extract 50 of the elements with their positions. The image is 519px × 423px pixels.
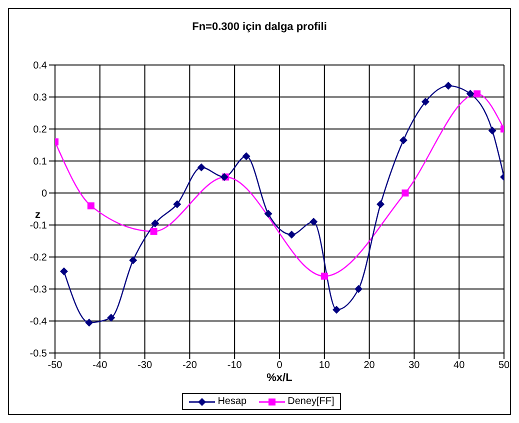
- y-tick-label: -0.4: [30, 316, 48, 328]
- point: [288, 230, 296, 239]
- x-tick-label: 0: [276, 360, 283, 372]
- point: [402, 190, 409, 196]
- x-tick-label: -20: [182, 360, 198, 372]
- x-tick-label: -50: [48, 360, 63, 372]
- point: [85, 318, 94, 327]
- x-tick-label: 30: [408, 360, 420, 372]
- point: [421, 98, 430, 106]
- point: [60, 267, 68, 276]
- x-tick-label: 20: [364, 360, 376, 372]
- point: [399, 136, 408, 144]
- x-tick-label: 50: [498, 360, 510, 372]
- point: [488, 126, 496, 135]
- x-tick-label: 10: [318, 360, 330, 372]
- point: [466, 90, 474, 98]
- point: [150, 228, 158, 235]
- y-axis-title: z: [35, 209, 40, 221]
- point: [242, 152, 250, 160]
- point: [173, 200, 182, 208]
- y-tick-label: 0.3: [33, 92, 48, 104]
- point: [264, 210, 272, 218]
- y-tick-label: -0.3: [30, 284, 48, 296]
- legend-label: Deney[FF]: [286, 396, 334, 407]
- point: [151, 219, 160, 228]
- x-tick-label: 40: [454, 360, 466, 372]
- point: [444, 82, 452, 90]
- y-tick-label: -0.5: [30, 348, 48, 360]
- point: [197, 163, 206, 172]
- y-tick-label: 0.2: [33, 124, 48, 136]
- y-tick-label: 0: [41, 188, 48, 200]
- chart-title: Fn=0.300 için dalga profili: [191, 21, 328, 33]
- point: [129, 256, 138, 264]
- point: [320, 272, 328, 280]
- point: [310, 218, 318, 226]
- y-tick-label: -0.2: [30, 252, 48, 264]
- y-tick-label: 0.4: [33, 60, 48, 72]
- point: [332, 306, 341, 314]
- point: [376, 200, 385, 208]
- x-tick-label: -30: [138, 360, 152, 372]
- x-tick-label: -10: [227, 360, 242, 372]
- point: [87, 202, 94, 210]
- point: [474, 90, 481, 98]
- x-axis-title: %x/L: [266, 372, 293, 384]
- y-tick-label: -0.1: [30, 220, 48, 232]
- point: [107, 314, 116, 322]
- y-tick-label: 0.1: [33, 156, 48, 168]
- point: [354, 285, 363, 293]
- legend-label: Hesap: [216, 396, 247, 407]
- x-tick-label: -40: [92, 360, 108, 372]
